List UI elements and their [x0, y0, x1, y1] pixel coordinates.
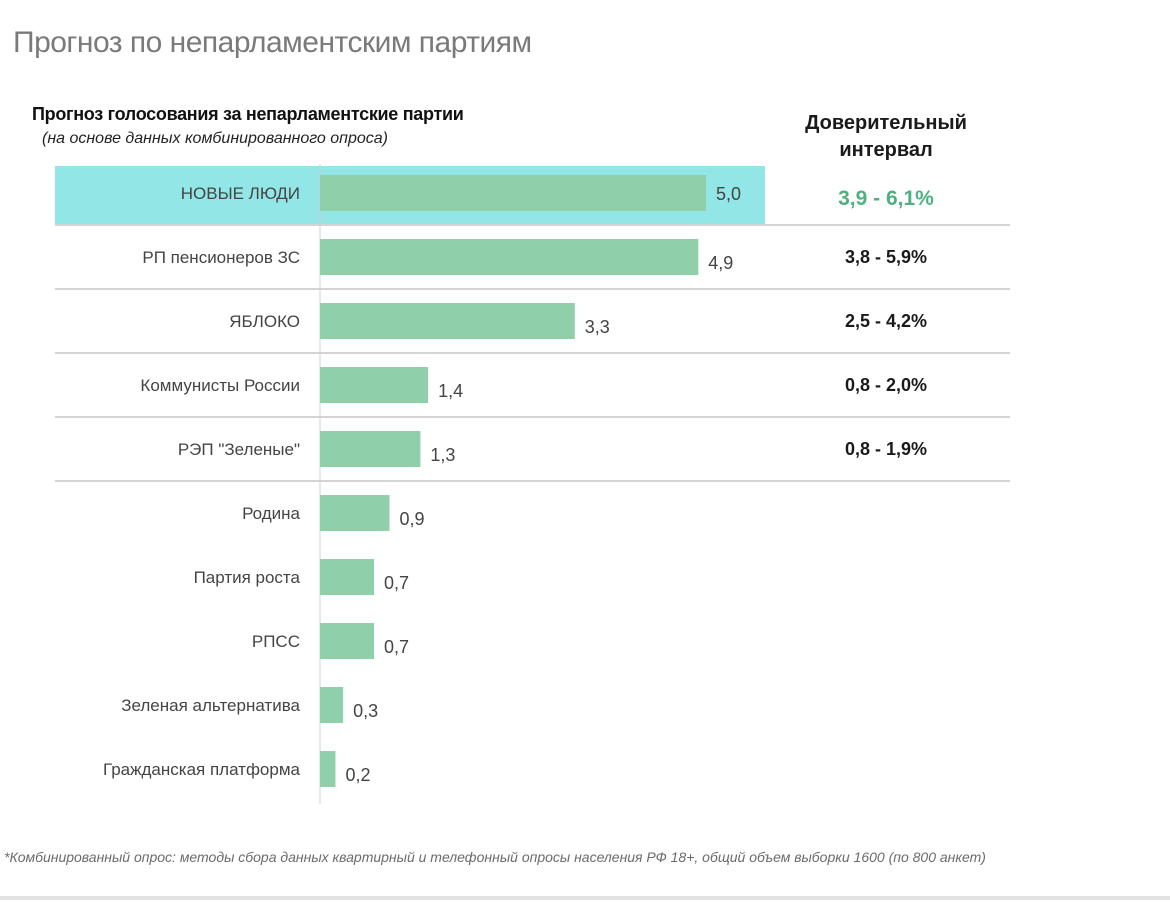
value-label: 0,7: [384, 573, 409, 593]
value-label: 0,9: [399, 509, 424, 529]
bar: [320, 751, 336, 787]
bar: [320, 239, 699, 275]
category-label: НОВЫЕ ЛЮДИ: [181, 184, 300, 203]
confidence-interval-value: 0,8 - 2,0%: [845, 375, 927, 395]
value-label: 1,3: [430, 445, 455, 465]
chart-subtitle: (на основе данных комбинированного опрос…: [42, 130, 388, 147]
category-label: РП пенсионеров ЗС: [142, 248, 300, 267]
bottom-divider: [0, 896, 1170, 900]
confidence-interval-value: 0,8 - 1,9%: [845, 439, 927, 459]
category-label: Гражданская платформа: [103, 760, 301, 779]
footnote: *Комбинированный опрос: методы сбора дан…: [4, 849, 986, 865]
bar: [320, 495, 390, 531]
bar: [320, 175, 706, 211]
category-label: Партия роста: [194, 568, 301, 587]
bar: [320, 367, 429, 403]
category-label: Зеленая альтернатива: [121, 696, 300, 715]
bar: [320, 303, 575, 339]
value-label: 5,0: [716, 184, 741, 204]
value-label: 3,3: [585, 317, 610, 337]
bar: [320, 431, 421, 467]
confidence-interval-value: 2,5 - 4,2%: [845, 311, 927, 331]
confidence-interval-header: Доверительный интервал: [805, 112, 967, 161]
category-label: Коммунисты России: [140, 376, 300, 395]
category-label: Родина: [242, 504, 300, 523]
category-label: ЯБЛОКО: [229, 312, 300, 331]
value-label: 0,7: [384, 637, 409, 657]
page-title: Прогноз по непарламентским партиям: [13, 26, 532, 59]
value-label: 0,3: [353, 701, 378, 721]
confidence-interval-value: 3,9 - 6,1%: [838, 187, 934, 210]
confidence-interval-value: 3,8 - 5,9%: [845, 247, 927, 267]
category-label: РЭП "Зеленые": [178, 440, 300, 459]
value-label: 0,2: [345, 765, 370, 785]
bar: [320, 623, 375, 659]
bar: [320, 687, 344, 723]
bar: [320, 559, 375, 595]
bar-chart: НОВЫЕ ЛЮДИ 5,0 3,9 - 6,1% РП пенсионеров ЗС…: [55, 164, 1010, 804]
value-label: 4,9: [708, 253, 733, 273]
chart-title: Прогноз голосования за непарламентские п…: [32, 104, 464, 124]
value-label: 1,4: [438, 381, 463, 401]
category-label: РПСС: [252, 632, 300, 651]
